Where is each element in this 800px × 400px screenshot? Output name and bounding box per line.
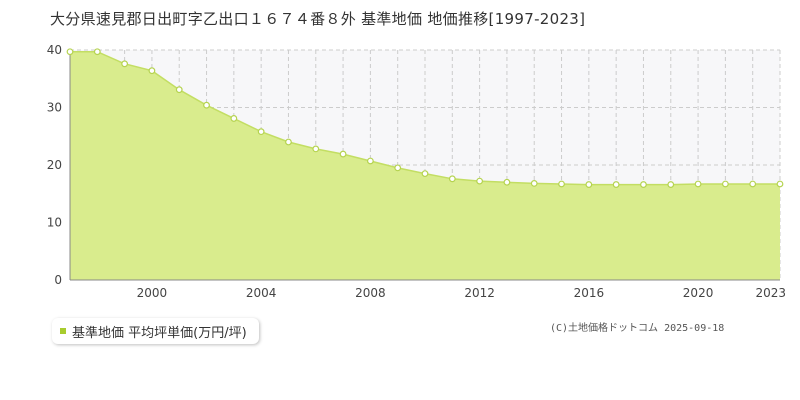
- data-markers: [66, 48, 784, 188]
- x-tick-label: 2016: [574, 286, 605, 300]
- x-tick-label: 2020: [683, 286, 714, 300]
- legend-square-icon: [60, 328, 66, 334]
- data-point: [530, 179, 538, 187]
- y-tick-label: 30: [47, 101, 62, 115]
- area-fill: [70, 51, 780, 281]
- data-point: [421, 170, 429, 178]
- chart-title: 大分県速見郡日出町字乙出口１６７４番８外 基準地価 地価推移[1997-2023…: [50, 10, 586, 28]
- data-point: [476, 177, 484, 185]
- data-point: [175, 86, 183, 94]
- x-tick-label: 2012: [464, 286, 495, 300]
- data-point: [339, 150, 347, 158]
- x-tick-label: 2000: [137, 286, 168, 300]
- data-point: [366, 157, 374, 165]
- data-point: [203, 101, 210, 109]
- copyright-text: (C)土地価格ドットコム 2025-09-18: [550, 323, 725, 334]
- data-point: [230, 115, 238, 122]
- data-point: [585, 181, 593, 188]
- legend-label: 基準地価 平均坪単価(万円/坪): [72, 325, 247, 341]
- y-tick-label: 40: [47, 43, 62, 57]
- data-point: [148, 67, 156, 75]
- data-point: [257, 128, 265, 136]
- data-point: [448, 175, 456, 183]
- x-tick-label: 2008: [355, 286, 386, 300]
- data-point: [558, 180, 565, 188]
- y-tick-label: 20: [47, 158, 62, 172]
- data-point: [66, 48, 74, 56]
- axes: [69, 50, 780, 281]
- legend: 基準地価 平均坪単価(万円/坪): [52, 318, 259, 344]
- data-point: [694, 180, 702, 188]
- y-tick-label: 0: [54, 273, 62, 287]
- data-point: [312, 145, 320, 153]
- data-point: [721, 180, 729, 188]
- x-tick-label: 2004: [246, 286, 277, 300]
- data-point: [121, 60, 129, 68]
- data-point: [612, 181, 620, 188]
- data-point: [776, 180, 784, 188]
- data-point: [93, 48, 101, 56]
- x-tick-label: 2023: [755, 286, 786, 300]
- data-point: [640, 181, 647, 188]
- data-point: [503, 178, 511, 186]
- tick-labels: 0 10 20 30 40 2000 2004 2008 2012 2016 2020 2023: [47, 43, 786, 300]
- y-tick-label: 10: [47, 216, 62, 230]
- data-point: [667, 181, 675, 188]
- data-point: [749, 180, 757, 188]
- data-point: [394, 164, 402, 172]
- data-point: [285, 138, 292, 146]
